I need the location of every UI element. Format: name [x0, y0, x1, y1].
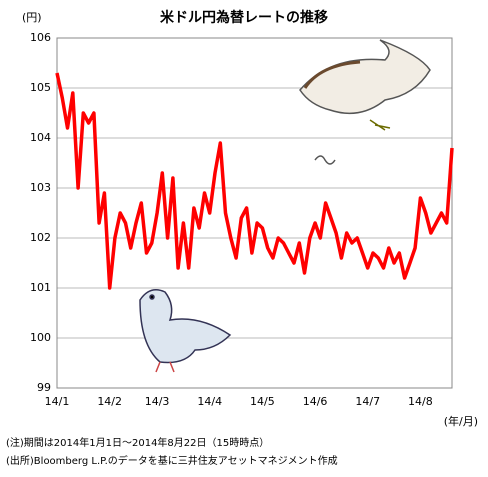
- x-tick-label: 14/2: [97, 395, 122, 408]
- x-unit: (年/月): [444, 414, 478, 428]
- x-tick-label: 14/8: [408, 395, 433, 408]
- x-tick-label: 14/3: [145, 395, 170, 408]
- plot-frame: [56, 37, 453, 389]
- y-tick-label: 105: [30, 81, 51, 94]
- y-tick-label: 104: [30, 131, 51, 144]
- x-tick-label: 14/6: [303, 395, 328, 408]
- note: (注)期間は2014年1月1日～2014年8月22日（15時時点）: [6, 436, 269, 449]
- y-tick-label: 101: [30, 281, 51, 294]
- x-tick-label: 14/4: [197, 395, 222, 408]
- y-tick-label: 106: [30, 31, 51, 44]
- x-tick-label: 14/5: [250, 395, 275, 408]
- bird-illustration: [299, 39, 431, 165]
- y-tick-label: 103: [30, 181, 51, 194]
- x-tick-label: 14/7: [355, 395, 380, 408]
- y-tick-label: 102: [30, 231, 51, 244]
- y-unit: (円): [22, 11, 42, 24]
- y-tick-label: 99: [37, 381, 51, 394]
- pigeon-illustration: [139, 289, 232, 373]
- note: (出所)Bloomberg L.P.のデータを基に三井住友アセットマネジメント作…: [6, 454, 338, 467]
- y-tick-label: 100: [30, 331, 51, 344]
- chart-title: 米ドル円為替レートの推移: [160, 9, 328, 26]
- x-tick-label: 14/1: [45, 395, 70, 408]
- line-series: [55, 72, 454, 290]
